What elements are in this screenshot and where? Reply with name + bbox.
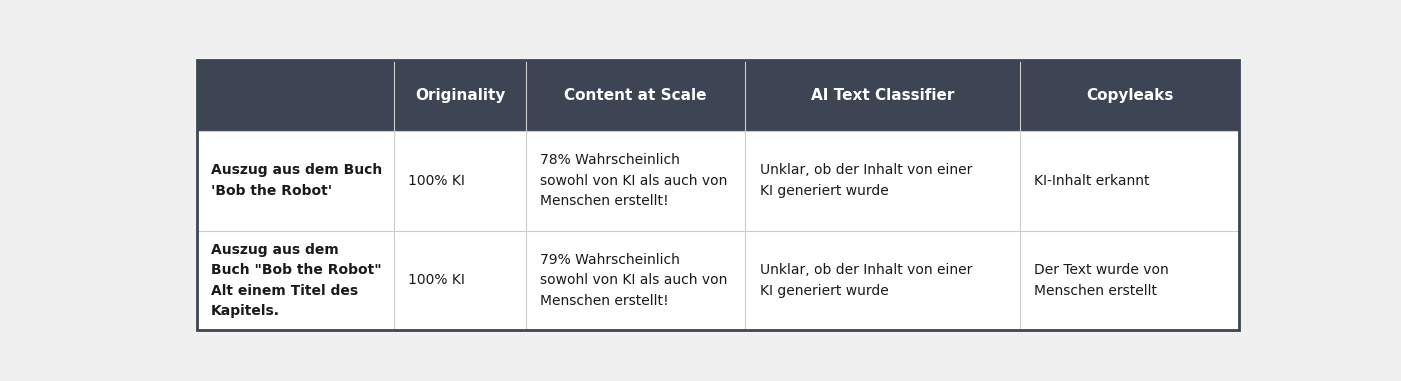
Text: 100% KI: 100% KI <box>409 174 465 188</box>
Text: 100% KI: 100% KI <box>409 274 465 287</box>
Bar <box>196 131 1240 231</box>
Bar <box>196 61 1240 131</box>
Text: Originality: Originality <box>415 88 506 103</box>
Text: Content at Scale: Content at Scale <box>565 88 708 103</box>
Text: Auszug aus dem Buch
'Bob the Robot': Auszug aus dem Buch 'Bob the Robot' <box>212 163 382 198</box>
Text: 78% Wahrscheinlich
sowohl von KI als auch von
Menschen erstellt!: 78% Wahrscheinlich sowohl von KI als auc… <box>541 153 727 208</box>
Text: Unklar, ob der Inhalt von einer
KI generiert wurde: Unklar, ob der Inhalt von einer KI gener… <box>759 163 972 198</box>
Text: KI-Inhalt erkannt: KI-Inhalt erkannt <box>1034 174 1149 188</box>
Bar <box>196 231 1240 330</box>
Text: Der Text wurde von
Menschen erstellt: Der Text wurde von Menschen erstellt <box>1034 263 1168 298</box>
Text: Copyleaks: Copyleaks <box>1086 88 1173 103</box>
Text: Unklar, ob der Inhalt von einer
KI generiert wurde: Unklar, ob der Inhalt von einer KI gener… <box>759 263 972 298</box>
Text: AI Text Classifier: AI Text Classifier <box>811 88 954 103</box>
Text: Auszug aus dem
Buch "Bob the Robot"
Alt einem Titel des
Kapitels.: Auszug aus dem Buch "Bob the Robot" Alt … <box>212 243 381 318</box>
Text: 79% Wahrscheinlich
sowohl von KI als auch von
Menschen erstellt!: 79% Wahrscheinlich sowohl von KI als auc… <box>541 253 727 308</box>
